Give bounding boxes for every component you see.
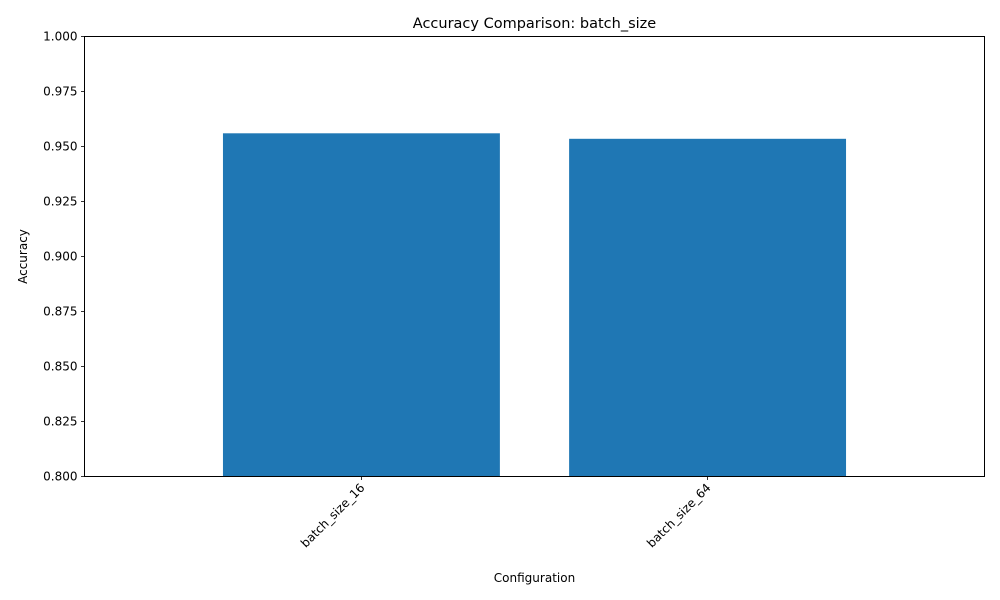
y-tick-label: 0.850 xyxy=(43,360,77,374)
y-tick-label: 0.900 xyxy=(43,250,77,264)
y-axis: 0.800 0.825 0.850 0.875 0.900 0.925 0.950 0.975… xyxy=(43,30,85,484)
bars-group xyxy=(222,133,847,477)
y-tick-label: 1.000 xyxy=(43,30,77,44)
y-tick-label: 0.925 xyxy=(43,195,77,209)
y-tick-label: 0.950 xyxy=(43,140,77,154)
chart-title: Accuracy Comparison: batch_size xyxy=(413,16,656,32)
x-axis-title: Configuration xyxy=(494,571,575,585)
y-tick-label: 0.975 xyxy=(43,85,77,99)
bar-batch_size_64 xyxy=(569,138,847,477)
y-axis-title: Accuracy xyxy=(16,229,30,284)
plot-frame xyxy=(84,36,985,477)
bar-batch_size_16 xyxy=(222,133,500,477)
y-tick-label: 0.825 xyxy=(43,415,77,429)
y-tick-label: 0.800 xyxy=(43,470,77,484)
y-tick-label: 0.875 xyxy=(43,305,77,319)
